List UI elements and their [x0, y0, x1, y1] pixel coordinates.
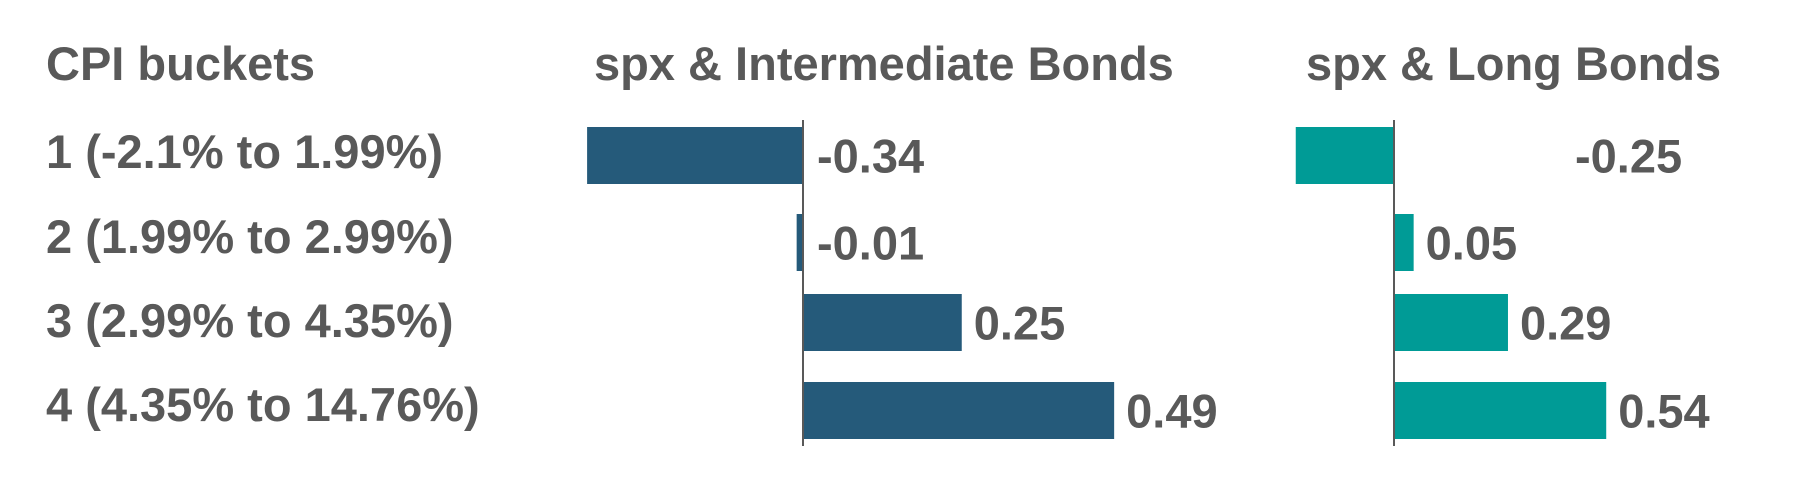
series-title-intermediate-bonds: spx & Intermediate Bonds	[594, 37, 1174, 90]
series-title-long-bonds: spx & Long Bonds	[1306, 37, 1721, 90]
value-label-long-bonds-4: 0.54	[1618, 385, 1709, 438]
bar-panels: -0.34 -0.01 0.25 0.49 -0.25 0.050.290.54	[587, 120, 1710, 446]
bar-intermediate-bonds-4	[803, 382, 1115, 439]
value-label-long-bonds-1: -0.25	[1575, 130, 1682, 183]
category-label-2: 2 (1.99% to 2.99%)	[46, 210, 454, 263]
bar-long-bonds-2	[1394, 214, 1414, 271]
category-label-4: 4 (4.35% to 14.76%)	[46, 378, 480, 431]
value-label-long-bonds-3: 0.29	[1520, 297, 1611, 350]
bar-long-bonds-3	[1394, 294, 1508, 351]
bar-intermediate-bonds-1	[587, 127, 803, 184]
bar-long-bonds-1	[1295, 127, 1394, 184]
category-label-1: 1 (-2.1% to 1.99%)	[46, 125, 443, 178]
category-header: CPI buckets	[46, 37, 315, 90]
category-label-3: 3 (2.99% to 4.35%)	[46, 294, 454, 347]
bar-intermediate-bonds-3	[803, 294, 962, 351]
value-label-intermediate-bonds-4: 0.49	[1126, 385, 1217, 438]
bar-intermediate-bonds-2	[796, 214, 803, 271]
value-label-intermediate-bonds-1: -0.34	[817, 130, 924, 183]
value-label-long-bonds-2: 0.05	[1426, 217, 1517, 270]
value-label-intermediate-bonds-2: -0.01	[817, 217, 924, 270]
bar-long-bonds-4	[1394, 382, 1607, 439]
value-label-intermediate-bonds-3: 0.25	[974, 297, 1065, 350]
